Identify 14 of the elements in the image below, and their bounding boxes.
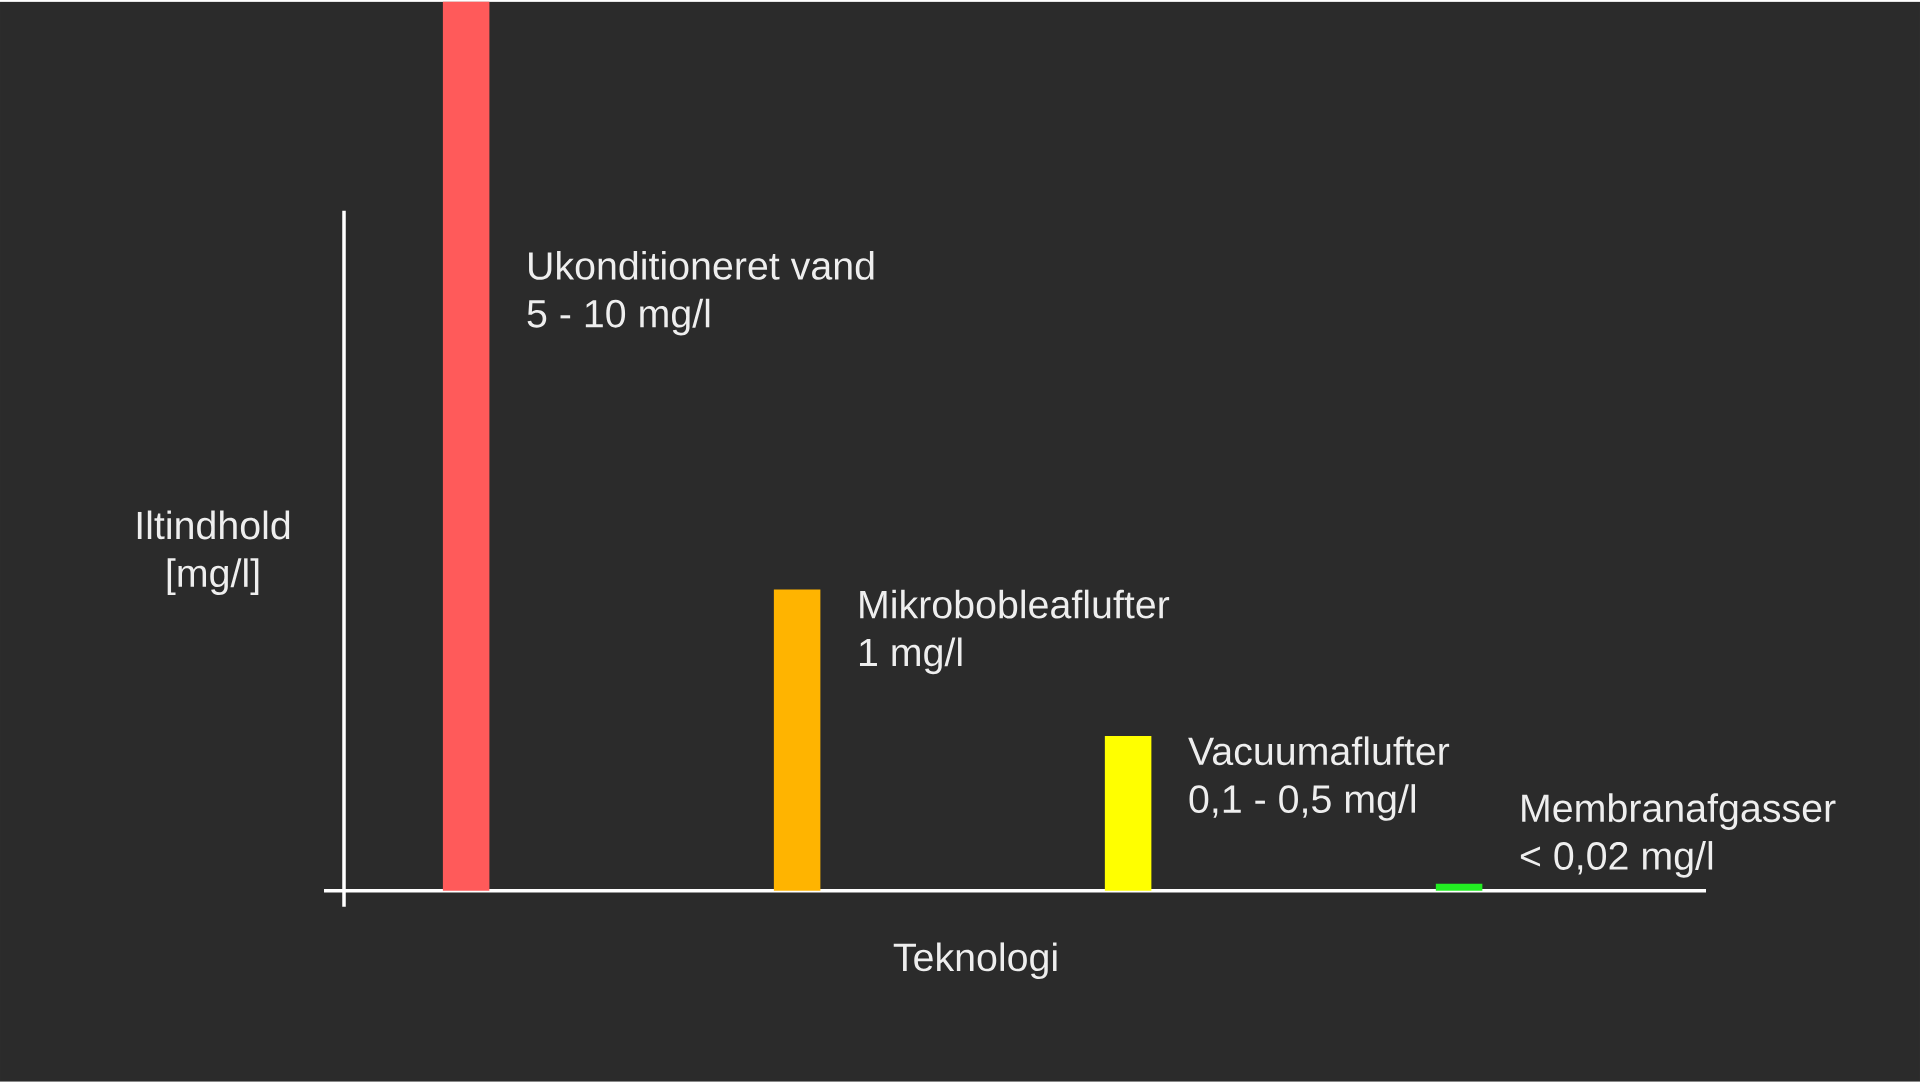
x-axis-title: Teknologi <box>893 942 1057 980</box>
annotation: Vacuumaflufter <box>1188 736 1450 766</box>
bar <box>1104 736 1152 891</box>
annotation: Ukonditioneret vand <box>529 251 874 280</box>
annotation: Mikrobobleaflufter <box>860 589 1170 619</box>
annotation: 5 - 10 mg/l <box>527 298 710 336</box>
annotation: 0,1 - 0,5 mg/l <box>1189 784 1416 821</box>
bar <box>1435 883 1483 891</box>
annotation: Membranafgasser <box>1522 793 1836 831</box>
annotation: 1 mg/l <box>859 637 962 675</box>
bar <box>442 1 490 891</box>
y-axis-title: Iltindhold [mg/l] <box>137 510 290 596</box>
bar <box>773 589 821 891</box>
annotation: < 0,02 mg/l <box>1520 841 1713 878</box>
